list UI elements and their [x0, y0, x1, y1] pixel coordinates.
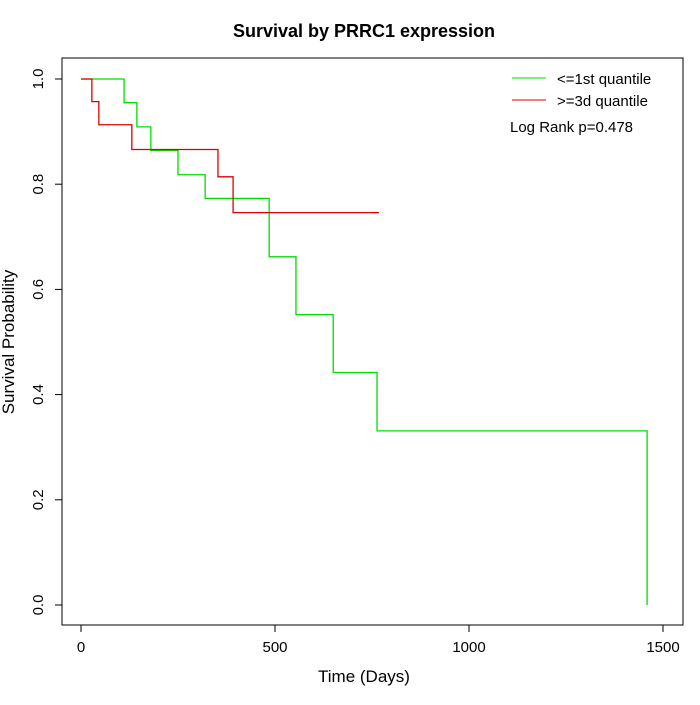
- x-axis-label: Time (Days): [318, 667, 410, 686]
- survival-curve-high: [81, 78, 379, 214]
- survival-curve-low: [81, 78, 648, 605]
- y-tick-label: 1.0: [30, 69, 47, 90]
- x-tick-label: 0: [77, 639, 85, 656]
- legend-label-high: >=3d quantile: [557, 93, 648, 110]
- x-tick-label: 1500: [646, 639, 679, 656]
- y-tick-label: 0.2: [30, 489, 47, 510]
- chart-title: Survival by PRRC1 expression: [233, 21, 495, 41]
- legend-label-low: <=1st quantile: [557, 71, 651, 88]
- x-tick-label: 1000: [452, 639, 485, 656]
- legend: <=1st quantile >=3d quantile: [512, 71, 651, 110]
- plot-frame: [61, 57, 684, 626]
- y-axis-label: Survival Probability: [0, 269, 18, 414]
- y-tick-label: 0.0: [30, 595, 47, 616]
- y-tick-label: 0.6: [30, 279, 47, 300]
- logrank-annotation: Log Rank p=0.478: [510, 119, 633, 136]
- y-tick-label: 0.4: [30, 384, 47, 405]
- x-tick-label: 500: [262, 639, 287, 656]
- y-tick-label: 0.8: [30, 174, 47, 195]
